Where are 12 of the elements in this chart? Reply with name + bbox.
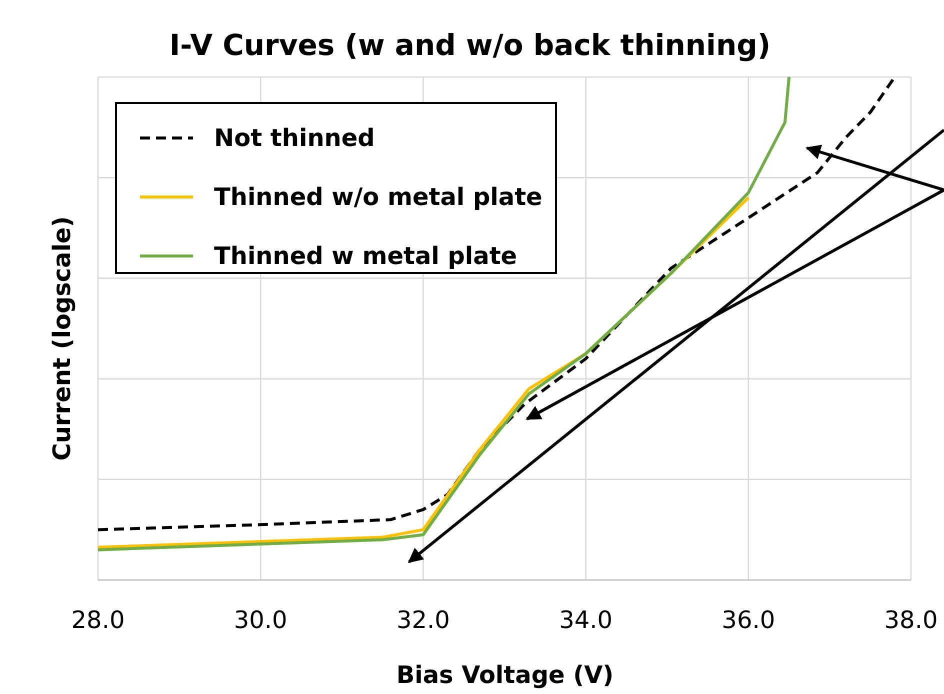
x-tick-label: 38.0 — [884, 606, 938, 634]
y-axis-title: Current (logscale) — [48, 216, 76, 461]
legend-label: Thinned w metal plate — [214, 242, 518, 270]
x-tick-label: 34.0 — [559, 606, 613, 634]
chart-title: I-V Curves (w and w/o back thinning) — [169, 28, 771, 62]
x-tick-label: 28.0 — [71, 606, 125, 634]
x-tick-label: 36.0 — [722, 606, 776, 634]
x-tick-label: 32.0 — [396, 606, 450, 634]
x-tick-label: 30.0 — [234, 606, 288, 634]
legend-label: Not thinned — [214, 124, 375, 152]
x-axis-title: Bias Voltage (V) — [396, 661, 614, 689]
legend-label: Thinned w/o metal plate — [214, 183, 542, 211]
